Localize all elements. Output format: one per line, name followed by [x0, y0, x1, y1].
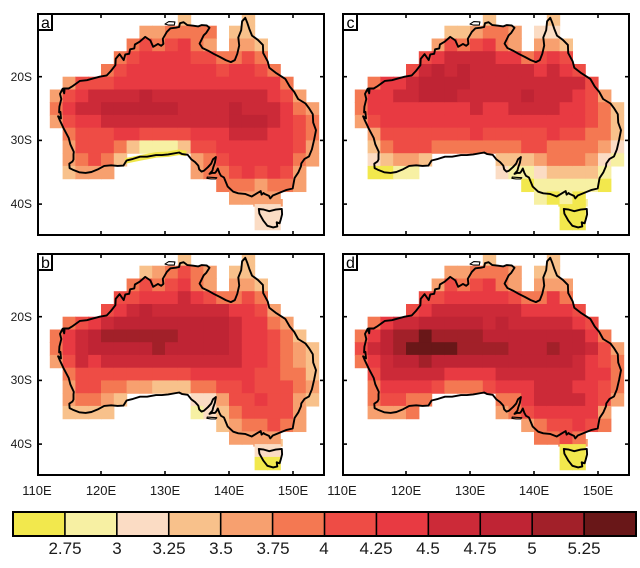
svg-text:c: c [347, 15, 355, 32]
svg-text:b: b [41, 255, 50, 272]
svg-text:d: d [346, 255, 355, 272]
svg-text:a: a [41, 15, 50, 32]
